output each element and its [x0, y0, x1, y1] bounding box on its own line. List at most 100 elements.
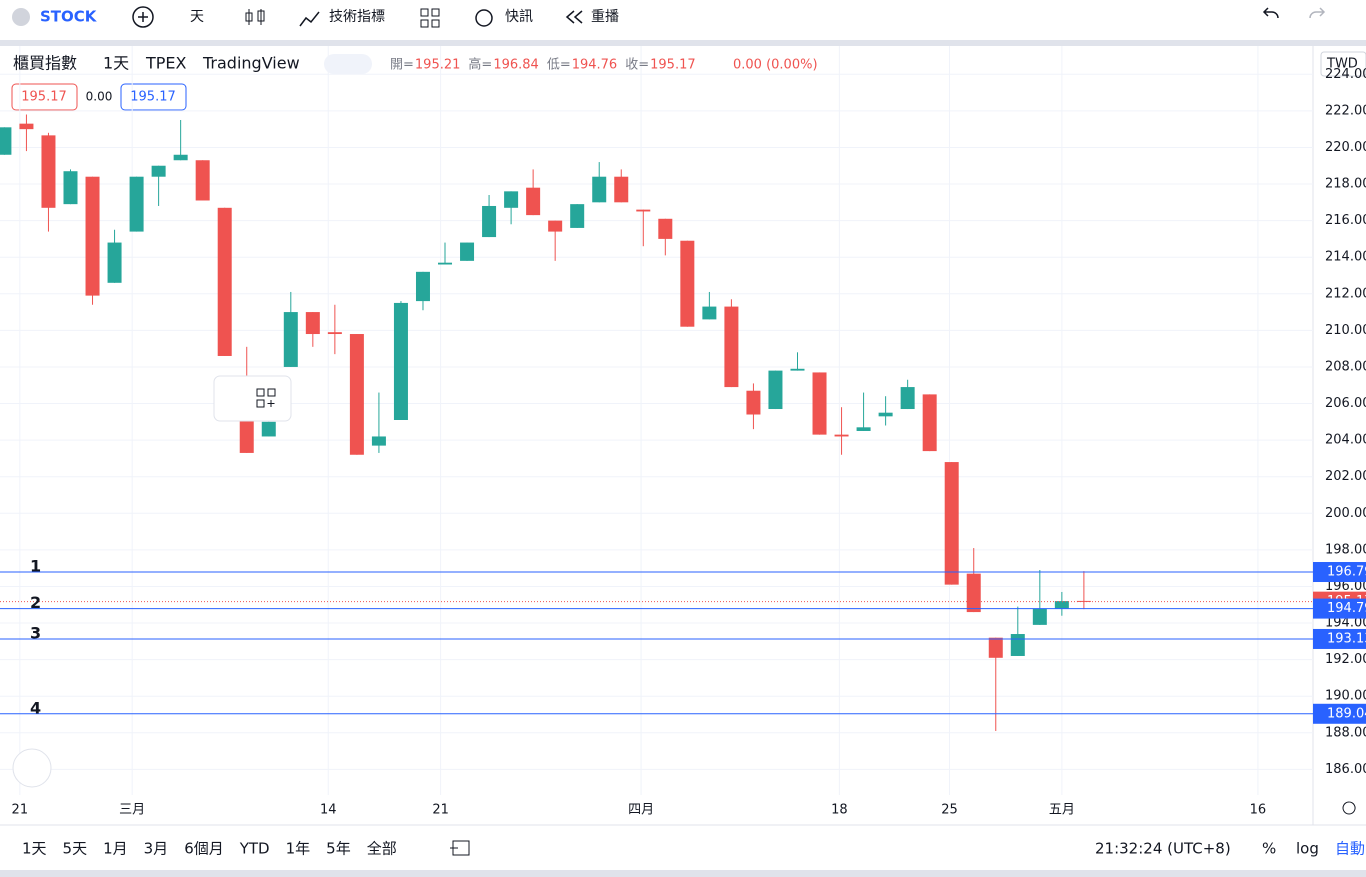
candle-body	[680, 240, 695, 327]
y-tick-label: 186.00	[1325, 762, 1366, 777]
candle-body	[129, 176, 144, 232]
symbol-icon[interactable]	[12, 8, 30, 26]
y-tick-label: 220.00	[1325, 140, 1366, 155]
horizontal-line-label: 196.79	[1327, 565, 1366, 580]
range-button[interactable]: 5天	[63, 840, 88, 858]
candle-icon[interactable]	[245, 9, 265, 25]
candle-body	[922, 394, 937, 452]
layout-icon[interactable]	[420, 8, 440, 28]
candle-body	[944, 462, 959, 585]
bid: 195.17	[21, 90, 67, 105]
range-button[interactable]: 3月	[144, 840, 169, 858]
candle-body	[856, 427, 871, 431]
candle-body	[812, 372, 827, 435]
candle-body	[548, 220, 563, 232]
range-button[interactable]: 全部	[367, 840, 397, 858]
y-tick-label: 214.00	[1325, 250, 1366, 265]
candle-body	[195, 160, 210, 201]
ask-box[interactable]	[120, 83, 187, 111]
legend-ohlc-value: 194.76	[572, 58, 618, 73]
symbol[interactable]: STOCK	[40, 8, 98, 26]
x-tick-label: 25	[941, 803, 958, 818]
legend-interval: 1天	[103, 54, 129, 73]
y-tick-label: 202.00	[1325, 469, 1366, 484]
spread: 0.00	[86, 90, 113, 104]
indicators[interactable]: 技術指標	[329, 9, 385, 25]
legend-toggle[interactable]	[324, 54, 372, 74]
legend-ohlc-label: 開=	[390, 58, 414, 73]
candle-body	[283, 312, 298, 367]
y-tick-label: 198.00	[1325, 542, 1366, 557]
candle-body	[85, 176, 100, 296]
candle-body	[41, 135, 56, 208]
auto-toggle[interactable]: 自動	[1335, 840, 1365, 858]
floating-toolbar[interactable]	[213, 375, 292, 422]
candle-body	[702, 306, 717, 320]
horizontal-line-box	[1313, 562, 1366, 583]
y-tick-label: 216.00	[1325, 213, 1366, 228]
logo[interactable]	[12, 748, 52, 788]
horizontal-line-name: 2	[30, 593, 41, 612]
candle-body	[878, 412, 893, 417]
candle-body	[415, 271, 430, 302]
horizontal-line-name: 1	[30, 557, 41, 576]
candle-body	[438, 262, 453, 265]
replay-icon[interactable]	[565, 10, 583, 24]
ask: 195.17	[130, 90, 176, 105]
range-button[interactable]: YTD	[239, 840, 270, 858]
candle-body	[460, 242, 475, 261]
candle-body	[327, 332, 342, 335]
legend-ohlc-label: 低=	[547, 58, 571, 73]
candle-body	[151, 165, 166, 177]
date-range-icon[interactable]	[450, 840, 470, 856]
candle-body	[636, 209, 651, 212]
range-button[interactable]: 6個月	[184, 840, 224, 858]
horizontal-line-name: 3	[30, 623, 41, 642]
horizontal-line-name: 4	[30, 698, 41, 717]
add-widget-icon[interactable]	[256, 388, 276, 408]
candle-body	[746, 390, 761, 415]
replay[interactable]: 重播	[591, 9, 619, 25]
x-tick-label: 18	[831, 803, 848, 818]
separator	[0, 40, 1366, 46]
candle-body	[570, 204, 585, 228]
add-icon[interactable]	[132, 6, 154, 28]
legend-ohlc-value: 195.17	[650, 58, 696, 73]
undo-icon[interactable]	[1262, 7, 1279, 19]
x-tick-label: 五月	[1049, 803, 1075, 818]
interval[interactable]: 天	[190, 9, 204, 25]
percent-toggle[interactable]: %	[1262, 840, 1276, 858]
candle-body	[19, 123, 34, 130]
indicator-icon[interactable]	[299, 11, 320, 27]
candle-body	[724, 306, 739, 388]
candle-body	[1054, 601, 1069, 609]
candle-body	[526, 187, 541, 216]
y-tick-label: 222.00	[1325, 103, 1366, 118]
currency-box[interactable]	[1320, 51, 1366, 77]
legend-ohlc-label: 收=	[625, 58, 649, 73]
horizontal-line-label: 194.79	[1327, 601, 1366, 616]
y-tick-label: 194.00	[1325, 616, 1366, 631]
candle-body	[482, 205, 497, 238]
alerts[interactable]: 快訊	[505, 9, 533, 25]
alert-icon[interactable]	[475, 9, 493, 27]
range-button[interactable]: 1月	[103, 840, 128, 858]
x-tick-label: 14	[320, 803, 337, 818]
range-button[interactable]: 5年	[326, 840, 351, 858]
candle-body	[988, 637, 1003, 658]
range-button[interactable]: 1天	[22, 840, 47, 858]
redo-icon[interactable]	[1309, 7, 1326, 19]
bid-box[interactable]	[11, 83, 78, 111]
log-toggle[interactable]: log	[1296, 840, 1319, 858]
y-tick-label: 210.00	[1325, 323, 1366, 338]
candle-body	[305, 312, 320, 335]
x-tick-label: 21	[432, 803, 449, 818]
candle-body	[504, 191, 519, 208]
settings-icon[interactable]	[1342, 801, 1356, 815]
horizontal-line-box	[1313, 703, 1366, 724]
currency[interactable]: TWD	[1326, 57, 1358, 72]
x-tick-label: 16	[1250, 803, 1267, 818]
plot-area	[0, 46, 1313, 795]
range-button[interactable]: 1年	[286, 840, 311, 858]
